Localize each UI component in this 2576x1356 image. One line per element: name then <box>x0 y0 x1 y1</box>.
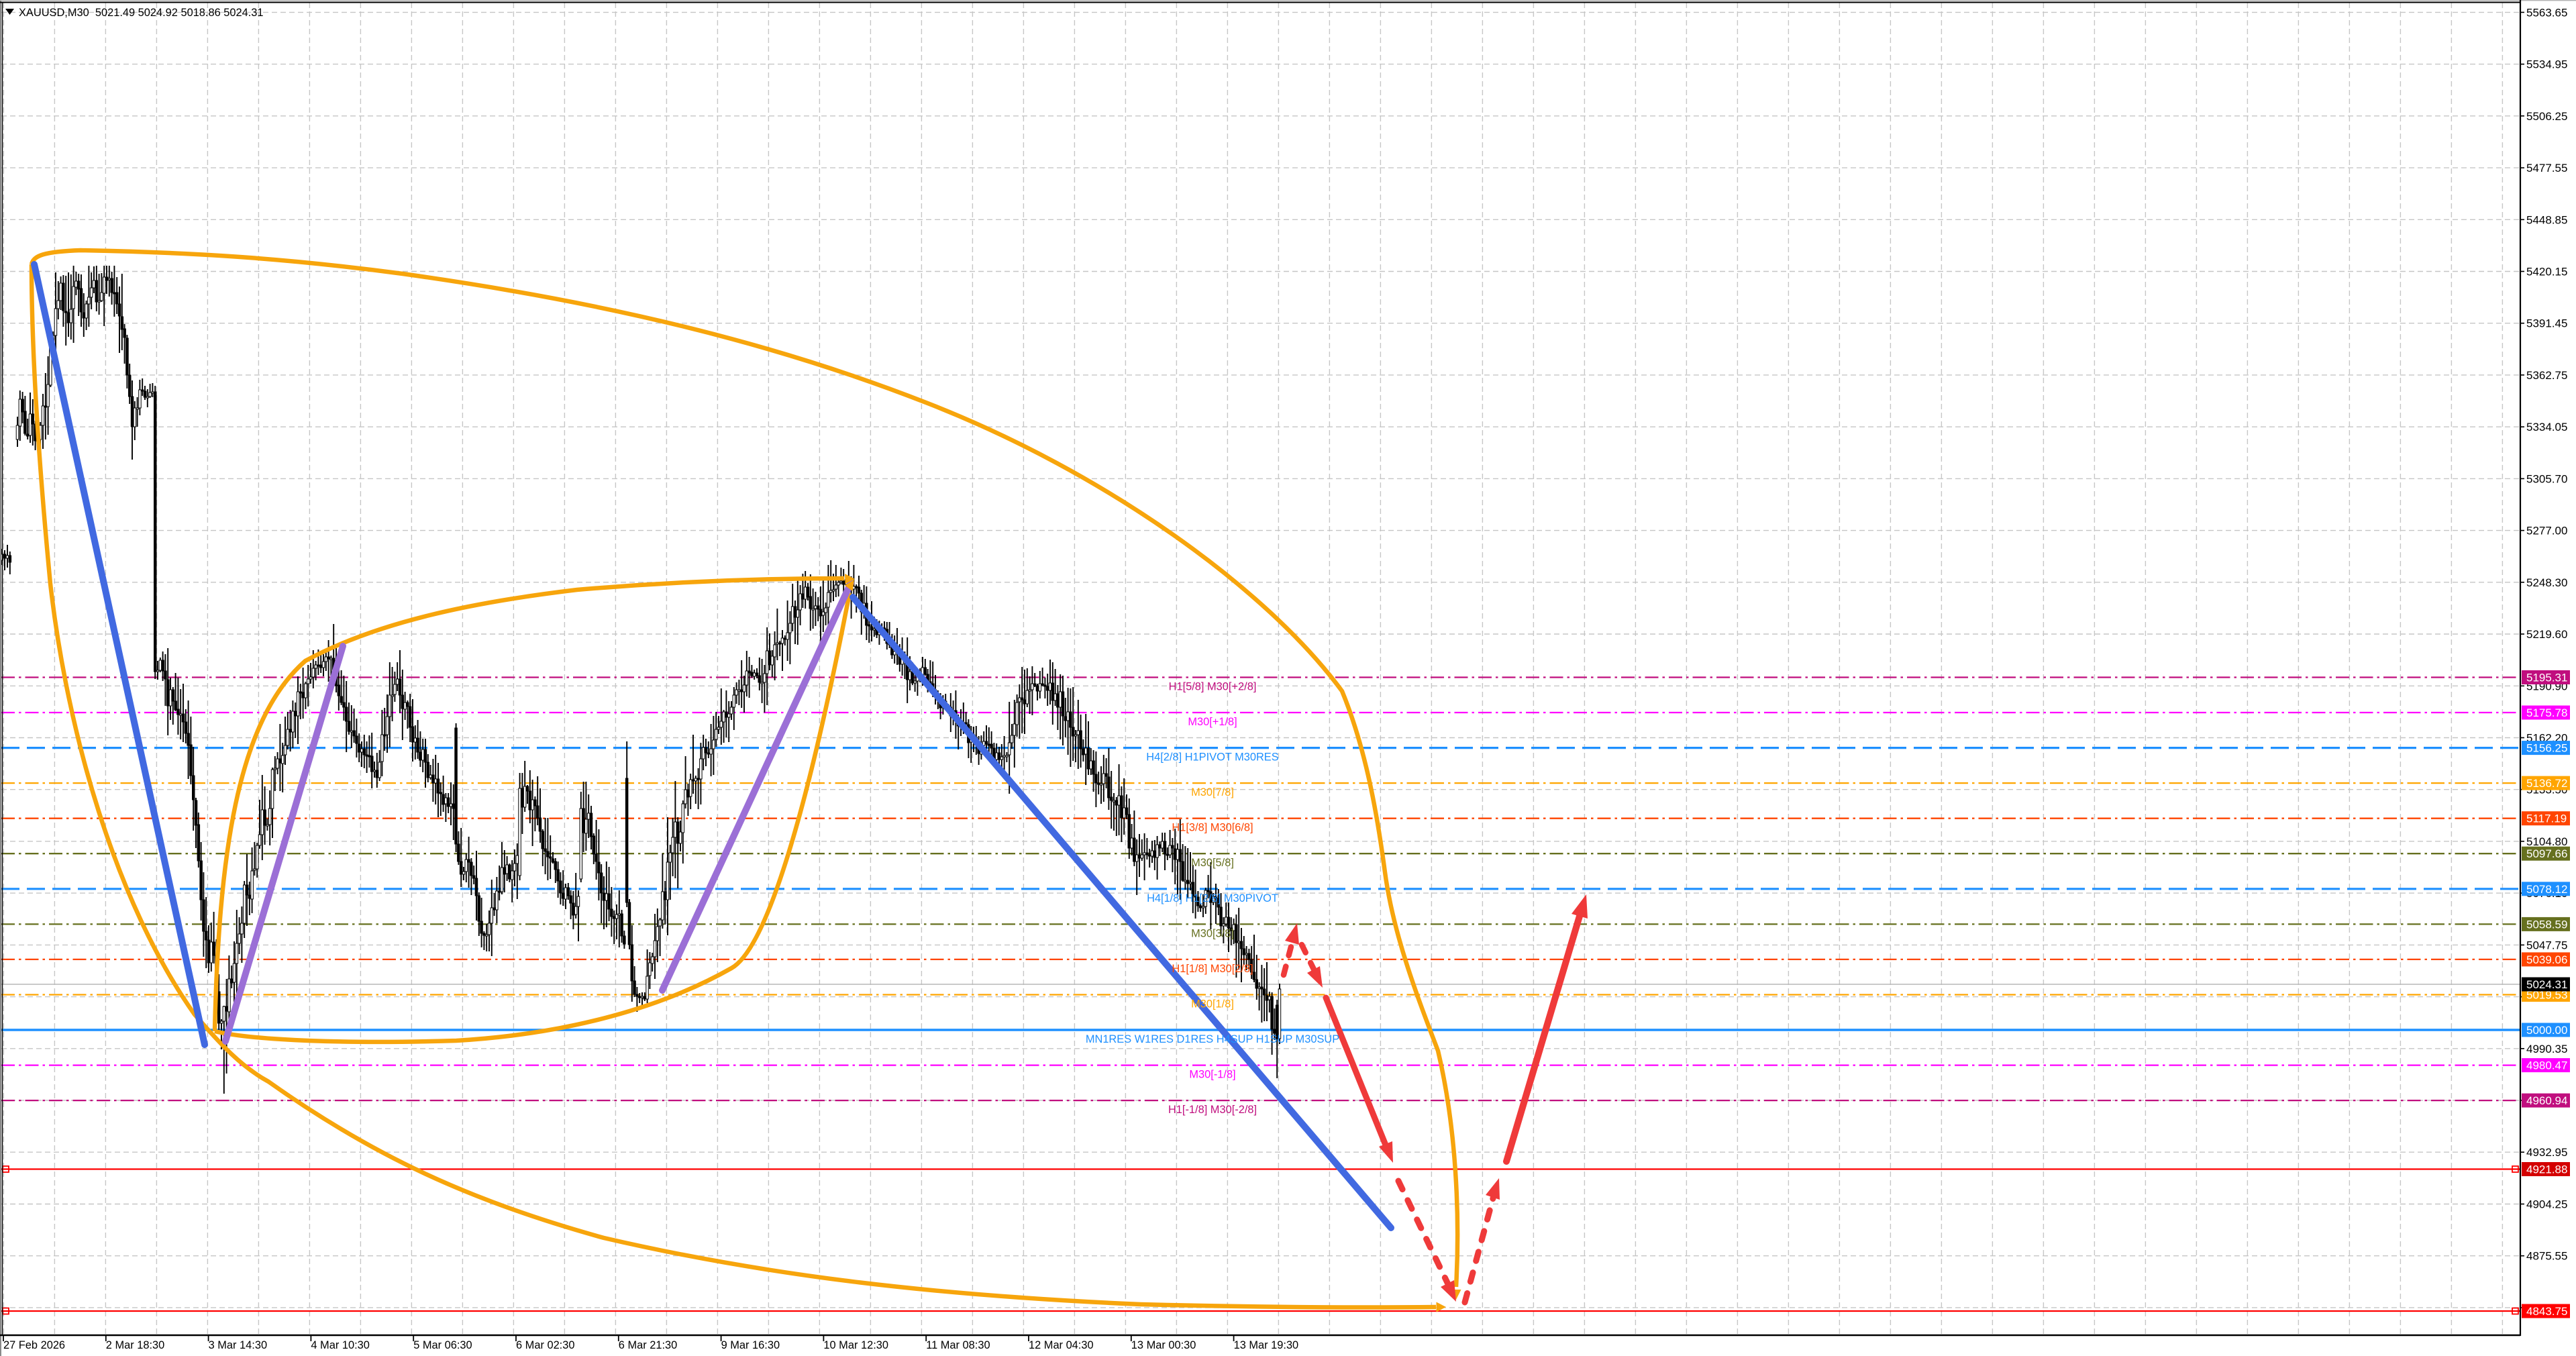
svg-text:5047.75: 5047.75 <box>2526 939 2567 951</box>
svg-text:M30[5/8]: M30[5/8] <box>1191 857 1234 869</box>
svg-text:M30[+1/8]: M30[+1/8] <box>1188 716 1237 728</box>
svg-text:4904.25: 4904.25 <box>2526 1198 2567 1211</box>
svg-text:H1[-1/8] M30[-2/8]: H1[-1/8] M30[-2/8] <box>1168 1104 1257 1116</box>
svg-text:5219.60: 5219.60 <box>2526 628 2567 641</box>
svg-text:11 Mar 08:30: 11 Mar 08:30 <box>926 1339 990 1351</box>
svg-text:13 Mar 19:30: 13 Mar 19:30 <box>1234 1339 1299 1351</box>
svg-text:5448.85: 5448.85 <box>2526 213 2567 226</box>
svg-text:4875.55: 4875.55 <box>2526 1250 2567 1263</box>
svg-text:5 Mar 06:30: 5 Mar 06:30 <box>413 1339 472 1351</box>
svg-text:5277.00: 5277.00 <box>2526 525 2567 537</box>
svg-text:H4[1/8] H1[2/8] M30PIVOT: H4[1/8] H1[2/8] M30PIVOT <box>1147 892 1278 904</box>
svg-text:5305.70: 5305.70 <box>2526 472 2567 485</box>
svg-text:5136.72: 5136.72 <box>2526 777 2567 790</box>
svg-text:5248.30: 5248.30 <box>2526 576 2567 589</box>
svg-text:5175.78: 5175.78 <box>2526 707 2567 719</box>
svg-text:5058.59: 5058.59 <box>2526 918 2567 931</box>
svg-text:H1[5/8] M30[+2/8]: H1[5/8] M30[+2/8] <box>1169 681 1257 693</box>
svg-text:6 Mar 21:30: 6 Mar 21:30 <box>619 1339 677 1351</box>
svg-text:MN1RES W1RES D1RES H4SUP H1SUP: MN1RES W1RES D1RES H4SUP H1SUP M30SUP <box>1086 1033 1339 1045</box>
svg-text:4960.94: 4960.94 <box>2526 1094 2567 1107</box>
svg-text:5097.66: 5097.66 <box>2526 847 2567 860</box>
svg-text:4990.35: 4990.35 <box>2526 1043 2567 1055</box>
svg-text:4 Mar 10:30: 4 Mar 10:30 <box>311 1339 369 1351</box>
svg-text:5391.45: 5391.45 <box>2526 317 2567 330</box>
svg-text:5078.12: 5078.12 <box>2526 883 2567 896</box>
svg-text:M30[1/8]: M30[1/8] <box>1191 998 1234 1010</box>
svg-text:5420.15: 5420.15 <box>2526 266 2567 278</box>
svg-text:2 Mar 18:30: 2 Mar 18:30 <box>106 1339 164 1351</box>
svg-text:M30[3/8]: M30[3/8] <box>1191 927 1234 939</box>
svg-text:5362.75: 5362.75 <box>2526 369 2567 382</box>
svg-text:5019.53: 5019.53 <box>2526 989 2567 1002</box>
svg-text:10 Mar 12:30: 10 Mar 12:30 <box>823 1339 888 1351</box>
svg-text:H1[3/8] M30[6/8]: H1[3/8] M30[6/8] <box>1172 822 1253 834</box>
svg-text:5117.19: 5117.19 <box>2526 813 2567 825</box>
svg-text:M30[7/8]: M30[7/8] <box>1191 786 1234 798</box>
svg-text:5156.25: 5156.25 <box>2526 742 2567 755</box>
svg-text:5477.55: 5477.55 <box>2526 162 2567 174</box>
svg-text:5563.65: 5563.65 <box>2526 6 2567 19</box>
svg-text:12 Mar 04:30: 12 Mar 04:30 <box>1029 1339 1094 1351</box>
svg-text:H1[1/8] M30[2/8]: H1[1/8] M30[2/8] <box>1172 963 1253 975</box>
svg-text:5024.31: 5024.31 <box>2526 978 2567 991</box>
svg-text:4932.95: 4932.95 <box>2526 1146 2567 1159</box>
svg-text:4843.75: 4843.75 <box>2526 1305 2567 1318</box>
svg-text:9 Mar 16:30: 9 Mar 16:30 <box>721 1339 780 1351</box>
svg-text:5104.80: 5104.80 <box>2526 835 2567 848</box>
svg-text:3 Mar 14:30: 3 Mar 14:30 <box>209 1339 267 1351</box>
svg-text:5534.95: 5534.95 <box>2526 58 2567 71</box>
svg-text:27 Feb 2026: 27 Feb 2026 <box>3 1339 65 1351</box>
svg-text:5334.05: 5334.05 <box>2526 421 2567 433</box>
svg-text:H4[2/8] H1PIVOT M30RES: H4[2/8] H1PIVOT M30RES <box>1146 751 1278 764</box>
svg-text:4921.88: 4921.88 <box>2526 1163 2567 1176</box>
svg-text:XAUUSD,M30 5021.49 5024.92 50: XAUUSD,M30 5021.49 5024.92 5018.86 5024.… <box>19 7 264 19</box>
svg-text:5506.25: 5506.25 <box>2526 110 2567 123</box>
svg-text:13 Mar 00:30: 13 Mar 00:30 <box>1131 1339 1196 1351</box>
svg-text:5195.31: 5195.31 <box>2526 672 2567 684</box>
svg-text:5039.06: 5039.06 <box>2526 953 2567 966</box>
svg-text:6 Mar 02:30: 6 Mar 02:30 <box>516 1339 574 1351</box>
svg-text:5000.00: 5000.00 <box>2526 1024 2567 1037</box>
svg-text:4980.47: 4980.47 <box>2526 1059 2567 1072</box>
svg-text:M30[-1/8]: M30[-1/8] <box>1189 1069 1235 1081</box>
